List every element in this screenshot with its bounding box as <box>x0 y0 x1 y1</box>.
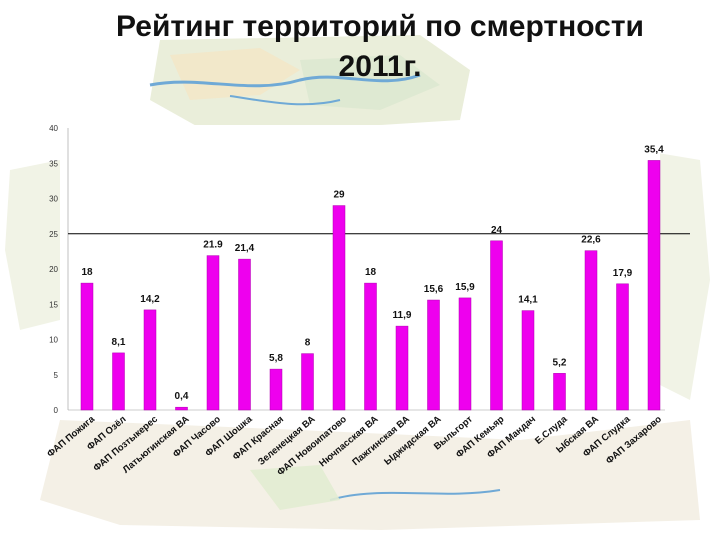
y-tick-label: 30 <box>49 195 58 204</box>
bar <box>490 240 503 411</box>
data-label: 5,2 <box>553 357 567 368</box>
bar <box>206 255 220 411</box>
bar <box>112 352 125 411</box>
bar <box>238 258 251 411</box>
y-tick-label: 35 <box>49 159 58 168</box>
bars <box>80 160 661 411</box>
data-label: 11,9 <box>393 310 412 321</box>
bar <box>364 282 377 411</box>
data-label: 35,4 <box>644 144 664 155</box>
y-tick-label: 5 <box>54 371 59 380</box>
y-axis-ticks: 0 5 10 15 20 25 30 35 40 <box>49 124 58 415</box>
data-label: 24 <box>491 225 503 236</box>
category-label: ФАП Пожига <box>45 413 97 459</box>
bar <box>647 160 661 411</box>
data-label: 15,6 <box>424 284 444 295</box>
y-tick-label: 15 <box>49 300 58 309</box>
data-label: 8 <box>305 338 311 349</box>
y-tick-label: 25 <box>49 230 58 239</box>
data-label: 22,6 <box>581 235 601 246</box>
bar <box>521 310 535 411</box>
category-label: ФАП Захарово <box>604 414 664 467</box>
y-tick-label: 40 <box>49 124 58 133</box>
data-label: 18 <box>365 267 377 278</box>
bar <box>553 373 566 411</box>
data-label: 5,8 <box>269 353 283 364</box>
data-label: 14,1 <box>518 295 538 306</box>
bar <box>80 282 94 411</box>
y-tick-label: 10 <box>49 336 58 345</box>
data-label: 21,4 <box>235 243 255 254</box>
data-label: 0,4 <box>175 391 189 402</box>
bar <box>395 325 409 411</box>
bar <box>301 353 314 411</box>
data-label: 21.9 <box>203 240 223 251</box>
data-label: 14,2 <box>140 294 160 305</box>
value-labels: 18 8,1 14,2 0,4 21.9 21,4 5,8 8 29 18 11,9 15,6 15,9… <box>81 144 664 402</box>
data-label: 18 <box>81 267 93 278</box>
chart-title-line-2: 2011г. <box>338 50 422 83</box>
data-label: 17,9 <box>613 268 633 279</box>
data-label: 8,1 <box>112 337 126 348</box>
bar <box>332 205 346 411</box>
bar <box>143 309 157 411</box>
data-label: 29 <box>333 190 345 201</box>
data-label: 15,9 <box>455 282 475 293</box>
chart-title-line-1: Рейтинг территорий по смертности <box>116 10 644 43</box>
bar <box>427 299 440 411</box>
bar <box>175 406 188 411</box>
y-tick-label: 20 <box>49 265 58 274</box>
bar <box>584 250 598 411</box>
bar <box>269 368 283 411</box>
bar <box>616 283 629 411</box>
bar <box>458 297 472 411</box>
y-tick-label: 0 <box>54 406 59 415</box>
